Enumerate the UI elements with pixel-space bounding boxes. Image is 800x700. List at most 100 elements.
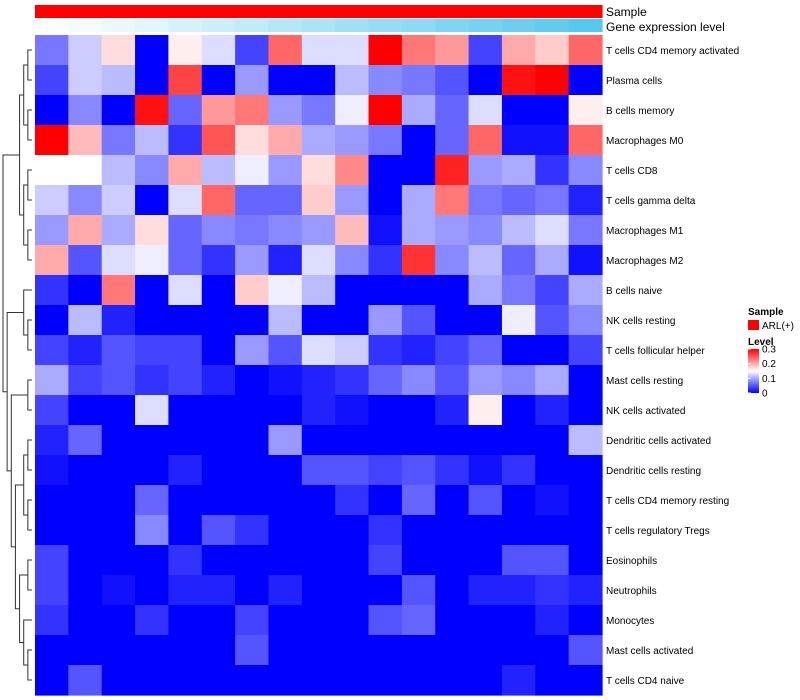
heatmap-cell [435,65,470,96]
sample-annotation-cell [435,5,470,18]
heatmap-cell [35,425,69,456]
heatmap-cell [235,275,270,306]
heatmap-cell [535,395,570,426]
heatmap-cell [101,545,136,576]
heatmap-cell [535,95,570,126]
heatmap-cell [301,425,336,456]
heatmap-cell [101,455,136,486]
legend-sample-title: Sample [748,307,784,318]
heatmap-cell [468,215,503,246]
heatmap-cell [568,35,603,66]
sample-annotation-cell [301,5,336,18]
heatmap-cell [268,425,303,456]
heatmap-cell [468,485,503,516]
heatmap-cell [468,275,503,306]
heatmap-cell [568,605,603,636]
heatmap-cell [368,485,403,516]
heatmap-cell [235,155,270,186]
heatmap-cell [568,275,603,306]
gene-expression-annotation-cell [535,19,570,32]
heatmap-cell [368,275,403,306]
heatmap-cell [168,245,203,276]
sample-annotation-cell [468,5,503,18]
row-label: Monocytes [606,616,654,627]
heatmap-cell [468,335,503,366]
heatmap-cell [68,455,103,486]
row-label: T cells CD4 memory activated [606,46,739,57]
legend-tick-label: 0 [762,389,768,400]
heatmap-cell [301,35,336,66]
heatmap-cell [435,245,470,276]
heatmap-cell [468,665,503,696]
heatmap-cell [201,365,236,396]
heatmap-cell [501,575,536,606]
row-label: Plasma cells [606,76,662,87]
heatmap-cell [201,395,236,426]
gene-expression-annotation-cell [168,19,203,32]
heatmap-cell [235,305,270,336]
heatmap-cell [168,515,203,546]
heatmap-cell [401,275,436,306]
heatmap-cell [168,305,203,336]
heatmap-cell [35,185,69,216]
heatmap-cell [168,545,203,576]
heatmap-cell [368,335,403,366]
heatmap-cell [435,515,470,546]
heatmap-cell [335,575,370,606]
heatmap-cell [235,215,270,246]
heatmap-cell [568,635,603,666]
heatmap-cell [535,425,570,456]
heatmap-cell [135,35,170,66]
heatmap-cell [68,95,103,126]
heatmap-cell [468,635,503,666]
heatmap-cell [401,335,436,366]
heatmap-cell [168,365,203,396]
heatmap-cell [335,485,370,516]
heatmap-cell [335,635,370,666]
legend-sample-swatch [748,320,759,330]
heatmap-cell [68,245,103,276]
column-annotations [35,5,603,32]
heatmap-cell [268,635,303,666]
heatmap-cell [101,635,136,666]
heatmap-cell [35,125,69,156]
heatmap-cell [135,395,170,426]
heatmap-cell [435,545,470,576]
dendrogram-branch [27,379,32,411]
heatmap-cell [435,395,470,426]
heatmap-cell [501,245,536,276]
heatmap-cell [301,605,336,636]
heatmap-cell [68,185,103,216]
heatmap-cell [335,335,370,366]
heatmap-cell [501,35,536,66]
heatmap-cell [401,305,436,336]
heatmap-cell [235,545,270,576]
heatmap-cell [201,185,236,216]
heatmap-cell [335,95,370,126]
heatmap-cell [568,215,603,246]
row-label: T cells gamma delta [606,196,696,207]
row-label: NK cells activated [606,406,685,417]
heatmap-cell [368,125,403,156]
legend-sample-entry: ARL(+) [762,321,794,332]
heatmap-cell [268,245,303,276]
heatmap-cell [268,515,303,546]
heatmap-cell [235,635,270,666]
dendrogram-branch [23,289,32,336]
heatmap-cell [501,455,536,486]
dendrogram-branch [27,49,32,81]
heatmap-cell [468,425,503,456]
heatmap-cell [568,485,603,516]
heatmap-cell [101,35,136,66]
sample-annotation-cell [168,5,203,18]
heatmap-cell [135,575,170,606]
heatmap-cell [435,185,470,216]
heatmap-cell [368,395,403,426]
heatmap-cell [168,35,203,66]
heatmap-cell [335,65,370,96]
gene-expression-annotation-cell [501,19,536,32]
legend-tick-label: 0.1 [762,374,776,385]
heatmap-cell [535,185,570,216]
heatmap-cell [35,665,69,696]
heatmap-cell [35,65,69,96]
